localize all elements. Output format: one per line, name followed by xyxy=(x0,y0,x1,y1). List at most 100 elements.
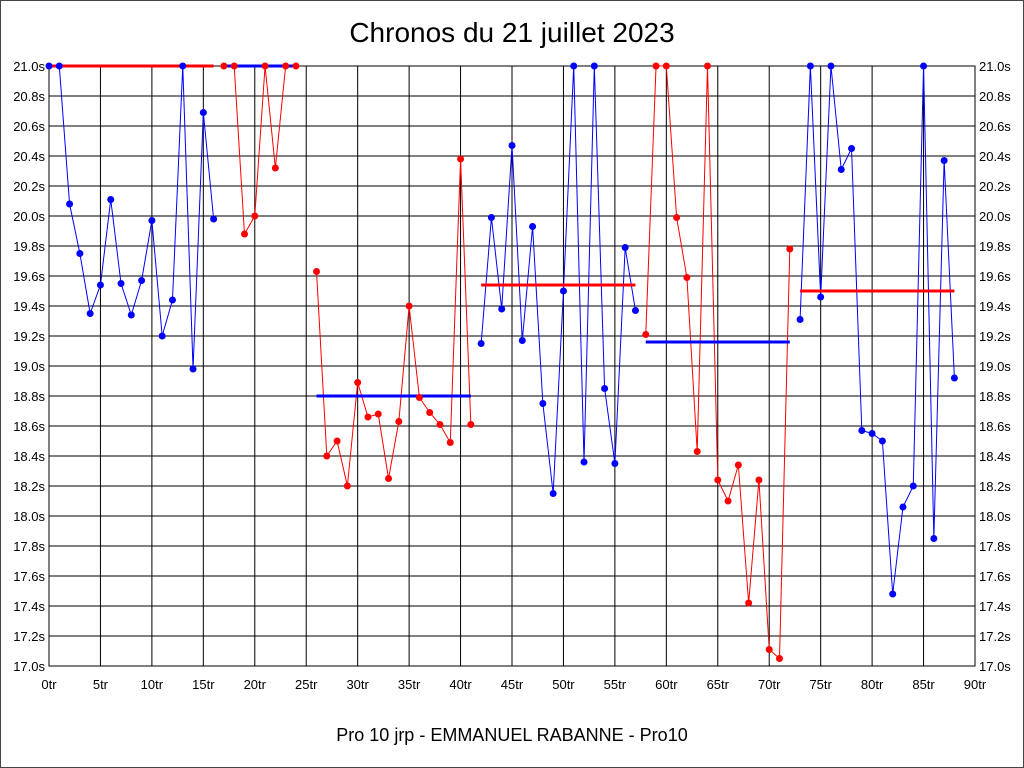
lap-point xyxy=(889,590,897,598)
x-tick-label: 85tr xyxy=(912,677,935,692)
y-tick-label-right: 19.6s xyxy=(979,269,1011,284)
lap-point xyxy=(837,166,845,173)
lap-point xyxy=(230,62,238,70)
y-tick-label-left: 19.8s xyxy=(13,239,45,254)
lap-point xyxy=(714,476,722,484)
series-line xyxy=(49,65,215,370)
lap-point xyxy=(436,421,444,428)
lap-point xyxy=(817,293,825,301)
plot-border xyxy=(48,65,976,667)
lap-point xyxy=(45,62,53,70)
lap-point xyxy=(786,245,794,253)
lap-point xyxy=(158,332,166,340)
lap-point xyxy=(374,410,382,418)
y-tick-label-right: 20.6s xyxy=(979,119,1011,134)
x-tick-label: 5tr xyxy=(93,677,109,692)
lap-point xyxy=(189,365,197,373)
y-tick-label-left: 17.0s xyxy=(13,659,45,674)
y-tick-label-left: 17.4s xyxy=(13,599,45,614)
y-tick-label-right: 20.2s xyxy=(979,179,1011,194)
y-tick-label-right: 20.4s xyxy=(979,149,1011,164)
y-tick-label-right: 17.2s xyxy=(979,629,1011,644)
y-tick-label-left: 17.8s xyxy=(13,539,45,554)
lap-point xyxy=(415,394,423,401)
lap-point xyxy=(683,274,691,281)
lap-point xyxy=(467,421,475,428)
lap-point xyxy=(107,196,115,203)
lap-point xyxy=(703,62,711,70)
lap-point xyxy=(477,340,485,347)
x-tick-label: 45tr xyxy=(501,677,524,692)
lap-point xyxy=(920,62,928,70)
lap-point xyxy=(395,418,403,425)
y-tick-label-left: 21.0s xyxy=(13,59,45,74)
lap-point xyxy=(323,452,331,460)
y-tick-label-right: 20.0s xyxy=(979,209,1011,224)
lap-point xyxy=(899,503,907,511)
x-tick-label: 40tr xyxy=(449,677,472,692)
series-line xyxy=(480,65,636,494)
y-tick-label-right: 17.0s xyxy=(979,659,1011,674)
lap-point xyxy=(498,305,506,313)
lap-point xyxy=(724,497,732,505)
lap-point xyxy=(508,142,516,149)
y-tick-label-left: 18.6s xyxy=(13,419,45,434)
x-tick-label: 0tr xyxy=(41,677,57,692)
y-tick-label-right: 19.8s xyxy=(979,239,1011,254)
lap-point xyxy=(796,316,804,323)
y-tick-label-left: 20.8s xyxy=(13,89,45,104)
lap-point xyxy=(138,277,146,284)
chart-title: Chronos du 21 juillet 2023 xyxy=(349,17,675,48)
lap-point xyxy=(261,62,269,70)
lap-point xyxy=(580,458,588,466)
lap-point xyxy=(693,448,701,455)
x-tick-label: 90tr xyxy=(964,677,987,692)
lap-point xyxy=(282,62,290,70)
lap-point xyxy=(251,212,259,220)
y-tick-label-right: 17.8s xyxy=(979,539,1011,554)
lap-point xyxy=(86,310,94,317)
lap-point xyxy=(642,331,650,338)
lap-point xyxy=(776,655,784,662)
y-tick-label-left: 19.4s xyxy=(13,299,45,314)
lap-point xyxy=(354,379,362,386)
lap-point xyxy=(313,268,321,275)
y-tick-label-right: 18.6s xyxy=(979,419,1011,434)
lap-point xyxy=(950,374,958,382)
lap-point xyxy=(343,482,351,490)
x-tick-label: 60tr xyxy=(655,677,678,692)
y-tick-label-right: 20.8s xyxy=(979,89,1011,104)
lap-point xyxy=(539,400,547,407)
lap-point xyxy=(426,409,434,416)
lap-point xyxy=(734,461,742,469)
x-tick-label: 20tr xyxy=(244,677,267,692)
lap-point xyxy=(55,62,63,70)
lap-point xyxy=(76,250,84,257)
lap-point xyxy=(292,62,300,70)
y-tick-label-left: 20.4s xyxy=(13,149,45,164)
x-tick-label: 65tr xyxy=(707,677,730,692)
lap-point xyxy=(529,223,537,230)
y-tick-label-left: 18.8s xyxy=(13,389,45,404)
x-tick-label: 10tr xyxy=(141,677,164,692)
lap-point xyxy=(148,217,156,224)
lap-point xyxy=(549,490,557,497)
lap-point xyxy=(827,62,835,70)
lap-point xyxy=(590,62,598,70)
lap-point xyxy=(66,200,74,208)
lap-point xyxy=(446,439,454,446)
x-tick-label: 30tr xyxy=(346,677,369,692)
x-tick-label: 50tr xyxy=(552,677,575,692)
series-line xyxy=(223,65,296,236)
y-tick-label-left: 17.2s xyxy=(13,629,45,644)
lap-point xyxy=(457,155,465,163)
y-tick-label-left: 18.0s xyxy=(13,509,45,524)
lap-point xyxy=(662,62,670,70)
x-tick-label: 75tr xyxy=(809,677,832,692)
lap-point xyxy=(559,287,567,295)
lap-point xyxy=(333,437,341,445)
y-tick-label-right: 18.8s xyxy=(979,389,1011,404)
y-tick-label-right: 19.4s xyxy=(979,299,1011,314)
lap-point xyxy=(848,145,856,152)
